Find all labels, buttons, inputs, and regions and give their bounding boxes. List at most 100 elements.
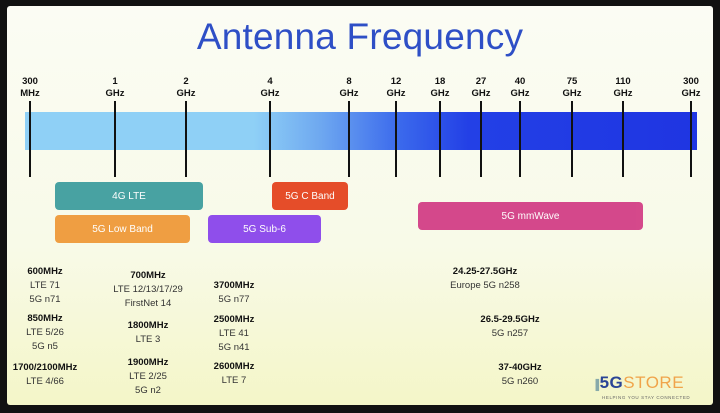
tick-value: 2 <box>183 76 189 87</box>
detail-line: 5G n257 <box>491 328 529 339</box>
tick-label: 1 GHz <box>90 76 140 100</box>
detail-line: LTE 41 <box>219 328 249 339</box>
frequency-detail: 1900MHz LTE 2/25 5G n2 <box>88 356 208 398</box>
band-4g-lte: 4G LTE <box>55 182 203 210</box>
tick-unit: GHz <box>105 88 125 99</box>
tick-label: 4 GHz <box>245 76 295 100</box>
tick-mark <box>480 101 482 177</box>
tick-mark <box>114 101 116 177</box>
frequency-detail: 1700/2100MHz LTE 4/66 <box>0 361 105 389</box>
detail-line: 5G n41 <box>218 342 250 353</box>
detail-line: LTE 4/66 <box>26 376 64 387</box>
detail-frequency: 1900MHz <box>127 357 169 368</box>
tick-mark <box>519 101 521 177</box>
detail-line: 5G n2 <box>135 385 161 396</box>
detail-line: LTE 5/26 <box>26 327 64 338</box>
band-5g-sub-6: 5G Sub-6 <box>208 215 321 243</box>
tick-mark <box>348 101 350 177</box>
logo-5g: 5G <box>599 373 624 392</box>
tick-mark <box>622 101 624 177</box>
detail-frequency: 1800MHz <box>127 320 169 331</box>
detail-line: 5G n71 <box>29 294 61 305</box>
tick-value: 4 <box>267 76 273 87</box>
tick-value: 1 <box>112 76 118 87</box>
detail-frequency: 600MHz <box>27 266 63 277</box>
detail-frequency: 3700MHz <box>213 280 255 291</box>
frequency-detail: 26.5-29.5GHz 5G n257 <box>450 313 570 341</box>
tick-unit: GHz <box>430 88 450 99</box>
tick-label: 2 GHz <box>161 76 211 100</box>
detail-frequency: 2600MHz <box>213 361 255 372</box>
frequency-detail: 24.25-27.5GHz Europe 5G n258 <box>425 265 545 293</box>
tick-label: 27 GHz <box>456 76 506 100</box>
tick-mark <box>395 101 397 177</box>
frequency-detail: 2500MHz LTE 41 5G n41 <box>174 313 294 355</box>
tick-value: 18 <box>434 76 446 87</box>
tick-mark <box>29 101 31 177</box>
tick-label: 300 GHz <box>666 76 716 100</box>
detail-line: LTE 2/25 <box>129 371 167 382</box>
band-5g-mmwave: 5G mmWave <box>418 202 643 230</box>
tick-unit: GHz <box>562 88 582 99</box>
frequency-detail: 1800MHz LTE 3 <box>88 319 208 347</box>
tick-label: 8 GHz <box>324 76 374 100</box>
detail-line: LTE 12/13/17/29 <box>113 284 183 295</box>
tick-value: 110 <box>615 76 631 87</box>
detail-frequency: 1700/2100MHz <box>12 362 78 373</box>
tick-value: 40 <box>514 76 526 87</box>
detail-frequency: 37-40GHz <box>498 362 542 373</box>
tick-value: 27 <box>475 76 487 87</box>
frequency-detail: 850MHz LTE 5/26 5G n5 <box>0 312 105 354</box>
frequency-detail: 700MHz LTE 12/13/17/29 FirstNet 14 <box>88 269 208 311</box>
frequency-detail: 2600MHz LTE 7 <box>174 360 294 388</box>
frequency-detail: 3700MHz 5G n77 <box>174 279 294 307</box>
detail-line: LTE 3 <box>135 334 161 345</box>
tick-unit: GHz <box>471 88 491 99</box>
tick-unit: GHz <box>613 88 633 99</box>
tick-mark <box>571 101 573 177</box>
detail-line: 5G n260 <box>501 376 539 387</box>
tick-mark <box>439 101 441 177</box>
5gstore-logo: ▐5GSTORE HELPING YOU STAY CONNECTED <box>592 373 708 401</box>
tick-label: 40 GHz <box>495 76 545 100</box>
tick-value: 12 <box>390 76 402 87</box>
tick-label: 300 MHz <box>5 76 55 100</box>
detail-line: 5G n77 <box>218 294 250 305</box>
band-5g-c-band: 5G C Band <box>272 182 348 210</box>
tick-label: 75 GHz <box>547 76 597 100</box>
detail-frequency: 700MHz <box>130 270 166 281</box>
detail-frequency: 850MHz <box>27 313 63 324</box>
tick-value: 8 <box>346 76 352 87</box>
tick-mark <box>690 101 692 177</box>
detail-line: 5G n5 <box>32 341 58 352</box>
tick-label: 18 GHz <box>415 76 465 100</box>
detail-frequency: 26.5-29.5GHz <box>480 314 540 325</box>
tick-unit: GHz <box>510 88 530 99</box>
tick-unit: GHz <box>386 88 406 99</box>
tick-unit: GHz <box>339 88 359 99</box>
frequency-spectrum-bar <box>25 112 697 150</box>
tick-value: 75 <box>566 76 578 87</box>
tick-unit: GHz <box>681 88 701 99</box>
detail-line: LTE 7 <box>221 375 247 386</box>
tick-mark <box>269 101 271 177</box>
page-title: Antenna Frequency <box>196 16 524 57</box>
tick-unit: GHz <box>176 88 196 99</box>
tick-value: 300 <box>22 76 38 87</box>
tick-unit: GHz <box>260 88 280 99</box>
tick-label: 12 GHz <box>371 76 421 100</box>
tick-value: 300 <box>683 76 699 87</box>
frequency-detail: 37-40GHz 5G n260 <box>460 361 580 389</box>
tick-mark <box>185 101 187 177</box>
detail-line: LTE 71 <box>30 280 60 291</box>
band-5g-low-band: 5G Low Band <box>55 215 190 243</box>
frequency-detail: 600MHz LTE 71 5G n71 <box>0 265 105 307</box>
detail-frequency: 24.25-27.5GHz <box>452 266 518 277</box>
tick-label: 110 GHz <box>598 76 648 100</box>
logo-store: STORE <box>623 373 685 392</box>
detail-frequency: 2500MHz <box>213 314 255 325</box>
tick-unit: MHz <box>20 88 40 99</box>
detail-line: Europe 5G n258 <box>450 280 520 291</box>
detail-line: FirstNet 14 <box>124 298 172 309</box>
logo-tagline: HELPING YOU STAY CONNECTED <box>602 395 691 400</box>
